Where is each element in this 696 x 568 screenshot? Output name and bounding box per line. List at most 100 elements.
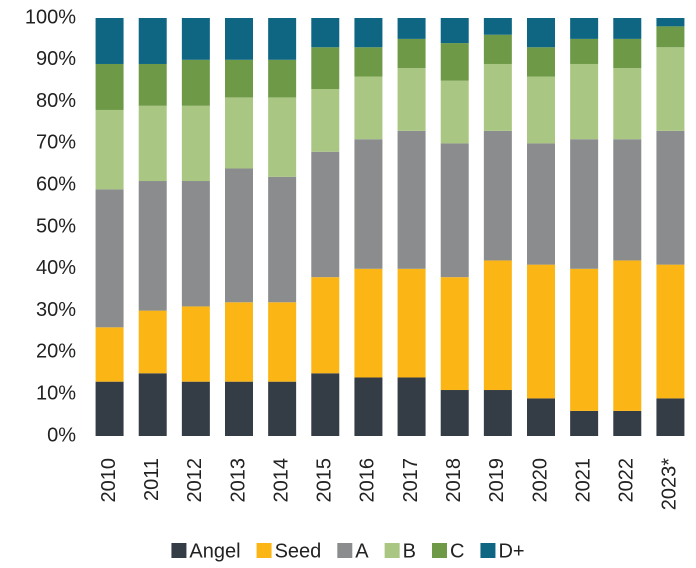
bar-segment [95,109,124,190]
bar-segment [440,80,469,144]
legend-label: Seed [275,540,322,562]
bar-segment [138,310,167,374]
bar-segment [483,130,512,261]
bar-segment [656,18,685,27]
bar-segment [268,18,297,60]
x-tick-label: 2012 [184,458,206,503]
bar-segment [95,327,124,382]
x-tick-label: 2011 [141,458,163,501]
x-tick-label: 2013 [227,458,249,503]
bar-segment [95,189,124,328]
legend-label: B [403,540,416,562]
bar-segment [656,47,685,131]
x-tick-label: 2023* [659,458,681,510]
bar-segment [656,26,685,48]
bar-segment [311,373,340,436]
bar-segment [268,176,297,303]
bar-segment [225,168,253,303]
bar-segment [440,277,469,391]
bar-segment [225,381,253,436]
legend-swatch [431,543,447,558]
bar-segment [181,181,210,307]
legend-label: C [450,540,464,562]
y-tick-label: 70% [36,132,76,154]
bar-segment [95,381,124,436]
bar-segment [268,302,297,382]
bar-segment [570,38,599,64]
bar-segment [311,277,340,374]
bar-segment [527,47,555,77]
bar-segment [311,18,340,48]
bar-segment [656,264,685,399]
bar-segment [181,59,210,106]
x-tick-label: 2014 [270,458,292,503]
bar-segment [268,381,297,436]
bar-segment [311,151,340,278]
legend-label: D+ [498,540,524,562]
bar-segment [354,76,383,140]
bar-segment [397,377,426,436]
y-tick-label: 100% [25,6,76,28]
bar-segment [570,268,599,411]
bar-segment [397,38,426,69]
bar-segment [440,143,469,278]
bar-segment [397,18,426,39]
bar-segment [570,410,599,436]
bar-segment [397,130,426,269]
bar-segment [181,18,210,60]
x-tick-label: 2021 [572,458,594,503]
bar-segment [181,306,210,382]
x-tick-label: 2018 [443,458,465,503]
bar-segment [440,18,469,44]
bar-segment [527,398,555,436]
bar-segment [311,47,340,90]
bar-segment [95,18,124,64]
bar-segment [613,68,642,140]
legend-swatch [256,543,272,558]
legend-swatch [384,543,400,558]
legend-label: A [355,540,369,562]
bar-segment [483,34,512,64]
bar-segment [225,97,253,169]
bar-segment [570,63,599,140]
bar-segment [527,18,555,48]
bar-segment [138,373,167,436]
bar-segment [268,97,297,177]
x-tick-label: 2015 [314,458,336,503]
bar-segment [397,268,426,378]
bar-segment [354,139,383,269]
bar-segment [440,390,469,436]
bar-segment [354,47,383,77]
legend-swatch [337,543,353,558]
bar-segment [570,139,599,269]
x-tick-label: 2020 [529,458,551,503]
legend-swatch [480,543,496,558]
bar-segment [138,181,167,311]
bar-segment [613,38,642,69]
bar-segment [138,105,167,182]
bar-segment [483,18,512,35]
bar-segment [225,302,253,382]
bar-segment [613,410,642,436]
bar-segment [138,18,167,64]
bar-segment [138,63,167,106]
y-tick-label: 10% [36,382,76,404]
bar-segment [527,76,555,144]
x-tick-label: 2016 [357,458,379,503]
bar-segment [440,43,469,81]
bar-segment [181,381,210,436]
legend-swatch [171,543,187,558]
bar-segment [181,105,210,182]
x-tick-label: 2010 [98,458,120,503]
y-tick-label: 50% [36,215,76,237]
bar-segment [95,63,124,110]
x-tick-label: 2022 [616,458,638,503]
bar-segment [483,260,512,391]
y-tick-label: 40% [36,257,76,279]
x-tick-label: 2019 [486,458,508,503]
bar-segment [225,59,253,98]
y-tick-label: 0% [47,424,76,446]
bar-segment [613,18,642,39]
bar-segment [225,18,253,60]
